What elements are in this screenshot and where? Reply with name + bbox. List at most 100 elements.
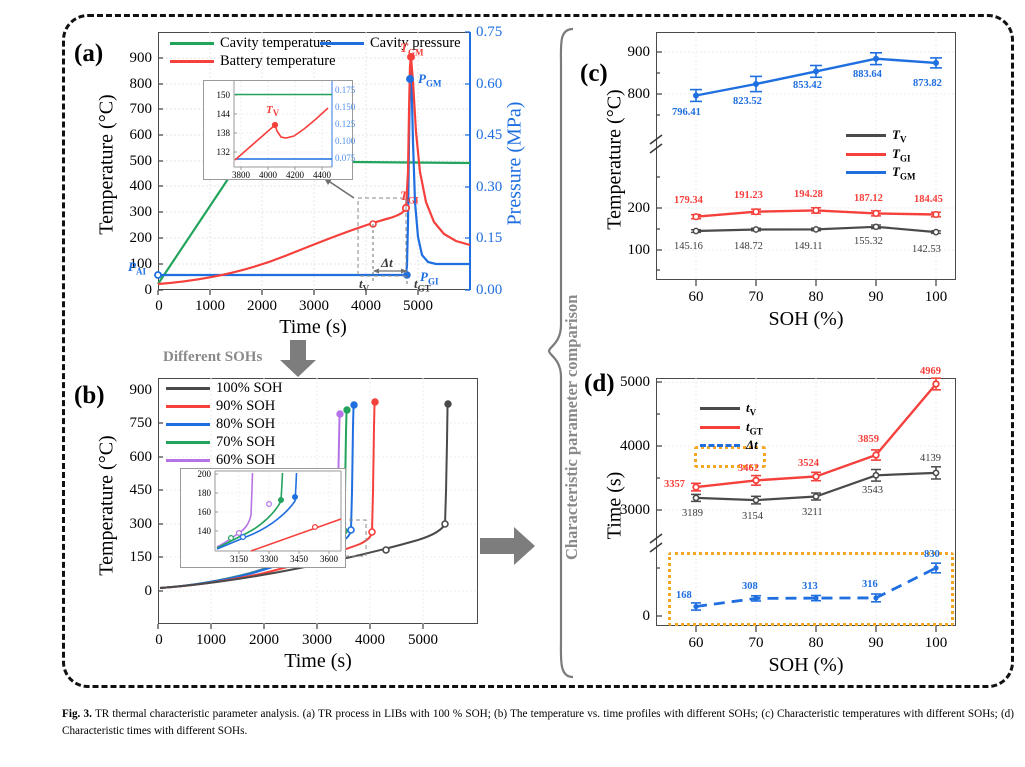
- panel-d-value-dt-60: 168: [676, 590, 692, 601]
- legend-item-tgt-time: tGT: [700, 418, 763, 437]
- panel-c-xtick-80: 80: [808, 289, 824, 305]
- delta-t-highlight-box: [668, 552, 954, 626]
- ann-sub: GI: [407, 195, 419, 206]
- panel-a-ytick-right-1: 0.15: [476, 230, 503, 246]
- panel-a-ytick-right-2: 0.30: [476, 179, 503, 195]
- panel-b-xtick-4: 4000: [355, 632, 385, 648]
- panel-b: (b): [70, 372, 540, 684]
- marker-P-AI: [154, 271, 162, 279]
- inset-a-ytick-right-2: 0.125: [335, 119, 356, 129]
- panel-d-ytick-5000: 5000: [620, 374, 650, 390]
- panel-b-ytick-0: 0: [144, 583, 153, 599]
- legend-swatch-tgm: [846, 171, 886, 175]
- panel-c-value-tv-80: 149.11: [794, 241, 823, 252]
- legend-label-100-soh: 100% SOH: [216, 380, 283, 396]
- legend-swatch-green: [170, 42, 214, 45]
- panel-a-ytick-9: 900: [129, 50, 153, 66]
- ann-sub: GI: [427, 276, 439, 287]
- legend-label-battery-temperature: Battery temperature: [220, 53, 336, 69]
- panel-d-value-tgt-70: 3462: [738, 463, 759, 474]
- panel-c-value-tgm-90: 883.64: [853, 69, 882, 80]
- panel-c-legend: TV TGI TGM: [846, 127, 915, 183]
- panel-c-ylabel: Temperature (°C): [603, 89, 626, 230]
- panel-a-tag: (a): [74, 40, 104, 67]
- panel-d-value-tv-60: 3189: [682, 508, 703, 519]
- panel-a-xtick-0: 0: [155, 298, 163, 314]
- panel-b-xtick-1: 1000: [196, 632, 226, 648]
- ann-base: P: [128, 259, 136, 274]
- inset-a-ytick-right-0: 0.075: [335, 153, 356, 163]
- inset-a-ytick-3: 150: [216, 90, 231, 100]
- inset-a-xtick-0: 3800: [232, 170, 250, 180]
- inset-b-xtick-1: 3300: [260, 554, 278, 564]
- legend-swatch-90: [166, 405, 210, 408]
- flow-label-characteristic-parameter-comparison: Characteristic parameter comparison: [562, 294, 581, 560]
- legend-label-90-soh: 90% SOH: [216, 398, 276, 414]
- legend-swatch-delta-t: [700, 443, 740, 447]
- annotation-P-AI: PAI: [128, 259, 146, 277]
- panel-d-value-tv-80: 3211: [802, 507, 823, 518]
- legend-item-tgi: TGI: [846, 146, 915, 163]
- panel-d-value-tgt-60: 3357: [664, 479, 685, 490]
- legend-label-tgt-time: tGT: [746, 418, 763, 437]
- panel-c-value-tgi-60: 179.34: [674, 195, 703, 206]
- legend-swatch-tv-time: [700, 407, 740, 411]
- panel-c-ytick-200: 200: [627, 200, 651, 216]
- panel-a-ytick-6: 600: [129, 127, 153, 143]
- panel-c: (c): [580, 22, 1010, 342]
- panel-d-value-tv-70: 3154: [742, 511, 763, 522]
- panel-a-xlabel: Time (s): [279, 316, 347, 338]
- ann-base: t: [414, 276, 418, 291]
- legend-item-tv-time: tV: [700, 400, 763, 418]
- inset-b-ytick-3: 200: [197, 469, 212, 479]
- legend-item-100-soh: 100% SOH: [166, 380, 282, 397]
- panel-d-xtick-70: 70: [748, 635, 764, 651]
- ann-base: P: [420, 269, 428, 284]
- panel-a-inset-svg: [233, 81, 333, 170]
- legend-item-60-soh: 60% SOH: [166, 452, 282, 469]
- panel-d-ylabel: Time (s): [603, 471, 626, 540]
- inset-a-ytick-right-1: 0.100: [335, 136, 356, 146]
- inset-annotation-T-V: TV: [266, 104, 279, 118]
- panel-b-xtick-0: 0: [155, 632, 163, 648]
- annotation-P-GI: PGI: [420, 269, 438, 287]
- panel-c-value-tgi-80: 194.28: [794, 189, 823, 200]
- legend-label-cavity-temperature: Cavity temperature: [220, 35, 332, 51]
- panel-c-xtick-100: 100: [924, 289, 948, 305]
- panel-b-ytick-4: 600: [129, 449, 153, 465]
- legend-item-80-soh: 80% SOH: [166, 416, 282, 433]
- inset-a-xtick-1: 4000: [259, 170, 277, 180]
- ann-base: t: [359, 276, 363, 291]
- panel-d-xtick-90: 90: [868, 635, 884, 651]
- annotation-delta-t: Δt: [381, 255, 393, 271]
- panel-c-value-tgi-90: 187.12: [854, 193, 883, 204]
- ann-base: P: [418, 71, 426, 86]
- panel-d-value-dt-100: 830: [924, 549, 940, 560]
- panel-c-svg: [649, 32, 956, 286]
- legend-swatch-blue: [320, 42, 364, 45]
- panel-a-ytick-7: 700: [129, 101, 153, 117]
- panel-c-value-tv-90: 155.32: [854, 236, 883, 247]
- down-arrow-icon: [280, 340, 316, 377]
- panel-c-value-tv-60: 145.16: [674, 241, 703, 252]
- inset-b-xtick-0: 3150: [230, 554, 248, 564]
- outer-dashed-frame: [62, 14, 1014, 688]
- legend-swatch-80: [166, 423, 210, 426]
- panel-a-ytick-right-3: 0.45: [476, 127, 503, 143]
- inset-b-ytick-1: 160: [197, 507, 212, 517]
- panel-a-xtick-2: 2000: [247, 298, 277, 314]
- legend-label-tv-time: tV: [746, 400, 757, 418]
- panel-b-ytick-2: 300: [129, 516, 153, 532]
- legend-label-80-soh: 80% SOH: [216, 416, 276, 432]
- panel-d-value-dt-70: 308: [742, 581, 758, 592]
- panel-d-value-dt-80: 313: [802, 581, 818, 592]
- inset-a-ytick-0: 132: [216, 147, 231, 157]
- panel-d-value-tgt-100: 4969: [920, 366, 941, 377]
- panel-b-xtick-5: 5000: [408, 632, 438, 648]
- panel-c-tag: (c): [580, 60, 608, 87]
- annotation-P-GM: PGM: [418, 71, 441, 89]
- panel-a-ytick-1: 100: [129, 256, 153, 272]
- panel-a-ytick-right-0: 0.00: [476, 282, 503, 298]
- ann-sub: GM: [425, 78, 442, 89]
